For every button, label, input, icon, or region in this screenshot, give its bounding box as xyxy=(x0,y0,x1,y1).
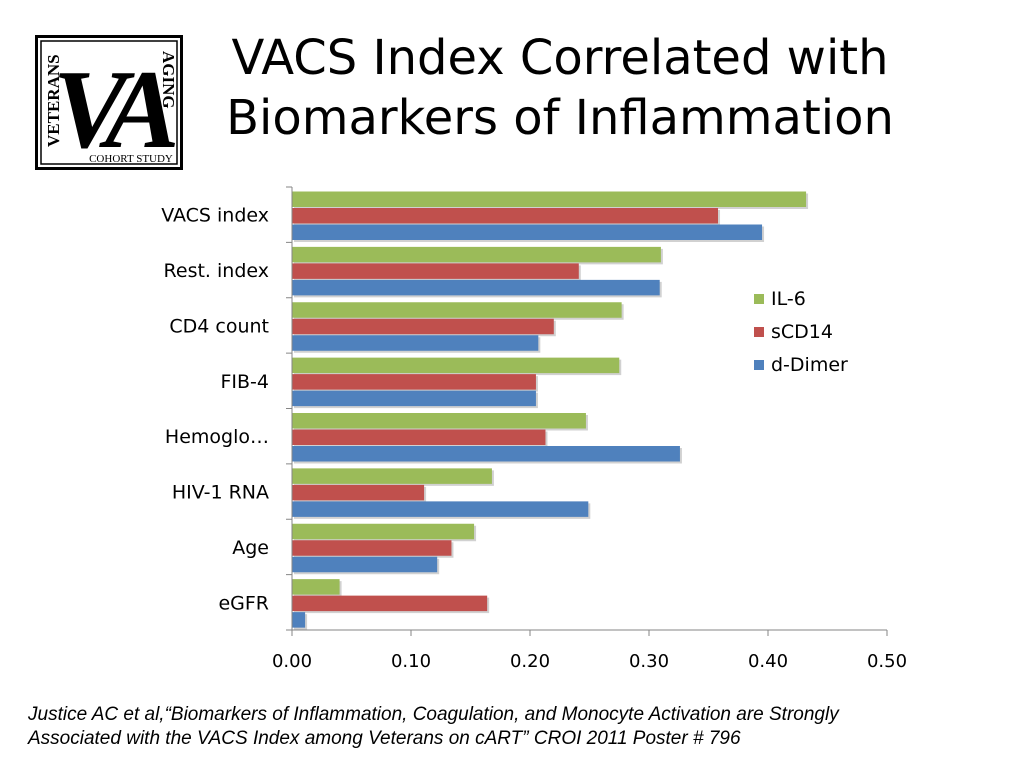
axes-layer: VACS index Rest. index CD4 count FIB-4 Hemog… xyxy=(161,186,907,672)
bars-layer xyxy=(292,191,809,630)
legend-label-d-dimer: d-Dimer xyxy=(771,354,848,376)
logo-bottom-text: COHORT STUDY xyxy=(89,153,173,165)
category-group-hemoglo xyxy=(292,413,682,464)
legend: IL-6 sCD14 d-Dimer xyxy=(754,288,848,376)
bar-d-dimer-age xyxy=(292,556,438,573)
bar-il-6-age xyxy=(292,523,475,540)
category-label: CD4 count xyxy=(169,315,269,337)
bar-scd14-rest-index xyxy=(292,263,579,279)
category-label: FIB-4 xyxy=(220,371,269,393)
x-tick-label: 0.30 xyxy=(629,651,669,672)
category-group-vacs-index xyxy=(292,191,809,242)
x-tick-label: 0.40 xyxy=(748,651,788,672)
bar-scd14-egfr xyxy=(292,595,488,612)
biomarker-correlation-bar-chart: VACS index Rest. index CD4 count FIB-4 Hemog… xyxy=(161,186,907,672)
x-tick-label: 0.50 xyxy=(867,651,907,672)
bar-d-dimer-vacs-index xyxy=(292,224,763,240)
bar-scd14-age xyxy=(292,540,452,556)
veterans-aging-cohort-study-logo: VA VETERANS AGING COHORT STUDY xyxy=(35,35,183,170)
bar-il-6-hiv-1-rna xyxy=(292,468,492,484)
logo-right-text: AGING xyxy=(159,51,178,109)
bar-d-dimer-cd4-count xyxy=(292,335,539,351)
category-label: Hemoglo… xyxy=(165,426,269,448)
citation: Justice AC et al,“Biomarkers of Inflamma… xyxy=(28,703,1018,751)
category-label: Age xyxy=(232,537,269,559)
legend-swatch-d-dimer xyxy=(754,360,764,370)
bar-d-dimer-egfr xyxy=(292,612,306,628)
x-tick-label: 0.00 xyxy=(272,651,312,672)
logo-letters: VA xyxy=(52,48,175,170)
bar-d-dimer-rest-index xyxy=(292,279,660,296)
bar-il-6-egfr xyxy=(292,579,340,595)
category-label: Rest. index xyxy=(164,260,269,282)
bar-il-6-rest-index xyxy=(292,246,661,263)
category-label: VACS index xyxy=(161,205,269,227)
legend-label-il-6: IL-6 xyxy=(771,288,806,310)
category-group-rest-index xyxy=(292,246,663,298)
bar-scd14-vacs-index xyxy=(292,208,719,224)
legend-label-scd14: sCD14 xyxy=(771,321,833,343)
x-tick-label: 0.10 xyxy=(391,651,431,672)
bar-scd14-cd4-count xyxy=(292,318,554,335)
category-group-cd4-count xyxy=(292,302,624,353)
category-label: eGFR xyxy=(218,592,269,614)
bar-d-dimer-hiv-1-rna xyxy=(292,501,589,517)
citation-line-1: Justice AC et al,“Biomarkers of Inflamma… xyxy=(28,704,839,725)
legend-swatch-il-6 xyxy=(754,294,764,304)
citation-line-2: Associated with the VACS Index among Vet… xyxy=(28,728,741,749)
category-group-hiv-1-rna xyxy=(292,468,591,519)
slide-title-line-2: Biomarkers of Inflammation xyxy=(226,90,894,146)
logo-left-text: VETERANS xyxy=(44,54,63,147)
bar-scd14-hiv-1-rna xyxy=(292,484,425,501)
legend-swatch-scd14 xyxy=(754,327,764,337)
slide-title-line-1: VACS Index Correlated with xyxy=(231,30,889,86)
slide-title: VACS Index Correlated with Biomarkers of… xyxy=(195,28,925,148)
x-tick-label: 0.20 xyxy=(510,651,550,672)
bar-il-6-fib-4 xyxy=(292,357,620,374)
bar-d-dimer-fib-4 xyxy=(292,390,536,407)
category-group-fib-4 xyxy=(292,357,622,409)
bar-d-dimer-hemoglo xyxy=(292,446,680,462)
bar-il-6-vacs-index xyxy=(292,191,807,207)
category-group-age xyxy=(292,523,477,575)
category-group-egfr xyxy=(292,579,490,630)
bar-il-6-hemoglo xyxy=(292,413,586,429)
bar-scd14-fib-4 xyxy=(292,374,536,390)
category-label: HIV-1 RNA xyxy=(172,482,269,504)
bar-il-6-cd4-count xyxy=(292,302,622,318)
bar-scd14-hemoglo xyxy=(292,429,546,445)
